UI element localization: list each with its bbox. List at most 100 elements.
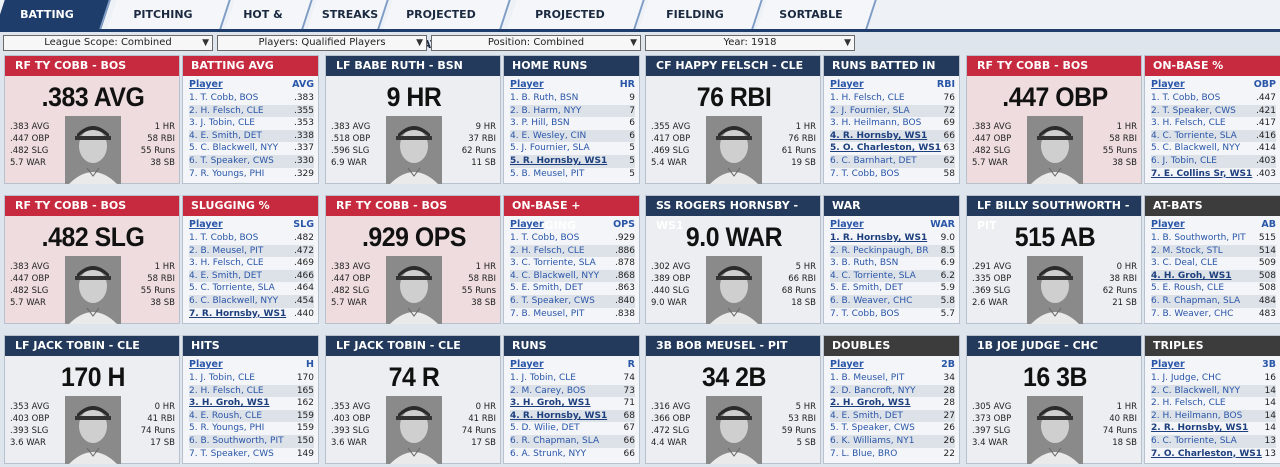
player-link[interactable]: 7. B. Meusel, PIT	[510, 308, 585, 319]
player-link[interactable]: 7. R. Youngs, PHI	[189, 168, 265, 179]
player-panel[interactable]: 3B BOB MEUSEL - PIT 34 2B .316 AVG .366 OBP…	[645, 335, 821, 464]
player-column-header[interactable]: Player	[189, 359, 223, 370]
player-header[interactable]: LF BABE RUTH - BSN	[326, 56, 500, 76]
leaderboard-row[interactable]: 6. B. Weaver, CHC 5.8	[830, 294, 955, 308]
leaderboard-row[interactable]: 4. E. Roush, CLE 159	[189, 409, 314, 423]
player-link[interactable]: 5. C. Blackwell, NYY	[189, 143, 279, 154]
leaderboard-row[interactable]: 1. T. Cobb, BOS .447	[1151, 92, 1276, 105]
player-column-header[interactable]: Player	[510, 79, 544, 90]
leaderboard-row[interactable]: 2. H. Felsch, CLE 165	[189, 384, 314, 398]
player-link[interactable]: 2. H. Felsch, CLE	[189, 105, 264, 116]
player-link[interactable]: 3. P. Hill, BSN	[510, 118, 570, 129]
leaderboard-row[interactable]: 2. M. Carey, BOS 73	[510, 384, 635, 398]
player-column-header[interactable]: Player	[1151, 219, 1185, 230]
player-link[interactable]: 1. T. Cobb, BOS	[510, 233, 580, 243]
leaderboard-row[interactable]: 5. C. Torriente, SLA .464	[189, 282, 314, 295]
player-column-header[interactable]: Player	[830, 359, 864, 370]
leaderboard-row[interactable]: 2. R. Peckinpaugh, BR 8.5	[830, 244, 955, 258]
player-header[interactable]: LF JACK TOBIN - CLE	[326, 336, 500, 356]
player-link[interactable]: 4. E. Roush, CLE	[189, 410, 263, 421]
leaderboard-row[interactable]: 4. C. Torriente, SLA 6.2	[830, 269, 955, 283]
leaderboard-row[interactable]: 6. T. Speaker, CWS .330	[189, 154, 314, 168]
leaderboard-row[interactable]: 7. T. Cobb, BOS 5.7	[830, 308, 955, 321]
player-link[interactable]: 7. T. Cobb, BOS	[830, 168, 900, 179]
player-link[interactable]: 5. D. Wilie, DET	[510, 423, 580, 434]
stat-column-header[interactable]: R	[627, 359, 635, 370]
stat-column-header[interactable]: WAR	[930, 219, 955, 230]
players-select[interactable]: Players: Qualified Players ▼	[217, 35, 427, 51]
leaderboard-row[interactable]: 1. J. Tobin, CLE 170	[189, 372, 314, 385]
player-link[interactable]: 5. E. Smith, DET	[830, 283, 903, 294]
leaderboard-row[interactable]: 6. R. Chapman, SLA 484	[1151, 294, 1276, 308]
player-panel[interactable]: LF BILLY SOUTHWORTH - PIT 515 AB .291 AVG.…	[966, 195, 1142, 324]
player-link[interactable]: 4. E. Wesley, CIN	[510, 130, 587, 141]
leaderboard-row[interactable]: 4. E. Wesley, CIN 6	[510, 129, 635, 143]
leaderboard-row[interactable]: 1. T. Cobb, BOS .929	[510, 232, 635, 245]
player-link[interactable]: 6. C. Torriente, SLA	[1151, 435, 1237, 446]
leaderboard-row[interactable]: 3. H. Groh, WS1 71	[510, 397, 635, 410]
player-panel[interactable]: LF JACK TOBIN - CLE 170 H .353 AVG .403 OBP…	[4, 335, 180, 464]
leaderboard-row[interactable]: 2. T. Speaker, CWS .421	[1151, 104, 1276, 118]
player-link[interactable]: 3. H. Groh, WS1	[510, 398, 591, 409]
leaderboard-row[interactable]: 2. B. Harm, NYY 7	[510, 104, 635, 118]
player-panel[interactable]: RF TY COBB - BOS .929 OPS .383 AVG .447 OBP…	[325, 195, 501, 324]
player-link[interactable]: 2. C. Blackwell, NYY	[1151, 385, 1241, 396]
player-link[interactable]: 6. A. Strunk, NYY	[510, 448, 587, 459]
player-link[interactable]: 7. R. Hornsby, WS1	[189, 308, 287, 319]
player-link[interactable]: 2. R. Hornsby, WS1	[1151, 423, 1249, 434]
player-panel[interactable]: LF BABE RUTH - BSN 9 HR .383 AVG .518 OBP .5…	[325, 55, 501, 184]
leaderboard-row[interactable]: 3. H. Felsch, CLE .469	[189, 257, 314, 270]
leaderboard-row[interactable]: 5. C. Blackwell, NYY .414	[1151, 142, 1276, 155]
leaderboard-row[interactable]: 3. H. Groh, WS1 162	[189, 397, 314, 410]
player-link[interactable]: 6. R. Chapman, SLA	[1151, 295, 1241, 306]
leaderboard-row[interactable]: 5. T. Speaker, CWS 26	[830, 422, 955, 435]
leaderboard-row[interactable]: 6. C. Blackwell, NYY .454	[189, 294, 314, 308]
player-link[interactable]: 6. R. Chapman, SLA	[510, 435, 600, 446]
player-header[interactable]: RF TY COBB - BOS	[5, 56, 179, 76]
leaderboard-row[interactable]: 4. E. Smith, DET .338	[189, 129, 314, 143]
player-link[interactable]: 1. B. Meusel, PIT	[830, 373, 905, 383]
player-link[interactable]: 1. T. Cobb, BOS	[189, 93, 259, 103]
leaderboard-row[interactable]: 6. T. Speaker, CWS .840	[510, 294, 635, 308]
tab-projected-pitching[interactable]: PROJECTED PITCHING	[507, 0, 645, 51]
stat-column-header[interactable]: SLG	[293, 219, 314, 230]
leaderboard-row[interactable]: 2. M. Stock, STL 514	[1151, 244, 1276, 258]
tab-pitching-leaders[interactable]: PITCHING LEADERS	[107, 0, 231, 51]
tab-batting-leaders[interactable]: BATTING LEADERS	[0, 0, 111, 51]
leaderboard-row[interactable]: 7. T. Speaker, CWS 149	[189, 448, 314, 461]
player-link[interactable]: 1. R. Hornsby, WS1	[830, 233, 928, 243]
leaderboard-row[interactable]: 2. C. Blackwell, NYY 14	[1151, 384, 1276, 398]
player-header[interactable]: RF TY COBB - BOS	[967, 56, 1141, 76]
leaderboard-row[interactable]: 4. R. Hornsby, WS1 66	[830, 129, 955, 143]
player-link[interactable]: 5. R. Youngs, PHI	[189, 423, 265, 434]
stat-column-header[interactable]: AVG	[292, 79, 314, 90]
year-select[interactable]: Year: 1918 ▼	[645, 35, 855, 51]
leaderboard-row[interactable]: 7. L. Blue, BRO 22	[830, 448, 955, 461]
player-link[interactable]: 5. T. Speaker, CWS	[830, 423, 915, 434]
leaderboard-row[interactable]: 7. O. Charleston, WS1 13	[1151, 448, 1276, 461]
leaderboard-row[interactable]: 4. C. Blackwell, NYY .868	[510, 269, 635, 283]
player-link[interactable]: 7. E. Collins Sr, WS1	[1151, 168, 1253, 179]
leaderboard-row[interactable]: 4. E. Smith, DET 27	[830, 409, 955, 423]
player-link[interactable]: 2. D. Bancroft, NYY	[830, 385, 916, 396]
leaderboard-row[interactable]: 7. B. Meusel, PIT .838	[510, 308, 635, 321]
leaderboard-row[interactable]: 7. E. Collins Sr, WS1.403	[1151, 168, 1276, 181]
leaderboard-row[interactable]: 6. R. Chapman, SLA 66	[510, 434, 635, 448]
player-panel[interactable]: RF TY COBB - BOS .447 OBP .383 AVG .447 OBP…	[966, 55, 1142, 184]
leaderboard-row[interactable]: 2. D. Bancroft, NYY 28	[830, 384, 955, 398]
player-column-header[interactable]: Player	[1151, 79, 1185, 90]
player-header[interactable]: SS ROGERS HORNSBY - WS1	[646, 196, 820, 232]
leaderboard-row[interactable]: 5. R. Hornsby, WS1 5	[510, 154, 635, 168]
leaderboard-row[interactable]: 5. E. Smith, DET .863	[510, 282, 635, 295]
player-column-header[interactable]: Player	[830, 219, 864, 230]
tab-streaks[interactable]: STREAKS	[307, 0, 389, 29]
player-link[interactable]: 4. C. Torriente, SLA	[830, 270, 916, 281]
leaderboard-row[interactable]: 4. R. Hornsby, WS1 68	[510, 409, 635, 423]
leaderboard-row[interactable]: 1. H. Felsch, CLE 76	[830, 92, 955, 105]
leaderboard-row[interactable]: 4. H. Groh, WS1 508	[1151, 269, 1276, 283]
player-header[interactable]: RF TY COBB - BOS	[5, 196, 179, 216]
leaderboard-row[interactable]: 6. K. Williams, NY1 26	[830, 434, 955, 448]
player-link[interactable]: 6. J. Tobin, CLE	[1151, 155, 1217, 166]
player-link[interactable]: 1. T. Cobb, BOS	[189, 233, 259, 243]
player-column-header[interactable]: Player	[189, 79, 223, 90]
